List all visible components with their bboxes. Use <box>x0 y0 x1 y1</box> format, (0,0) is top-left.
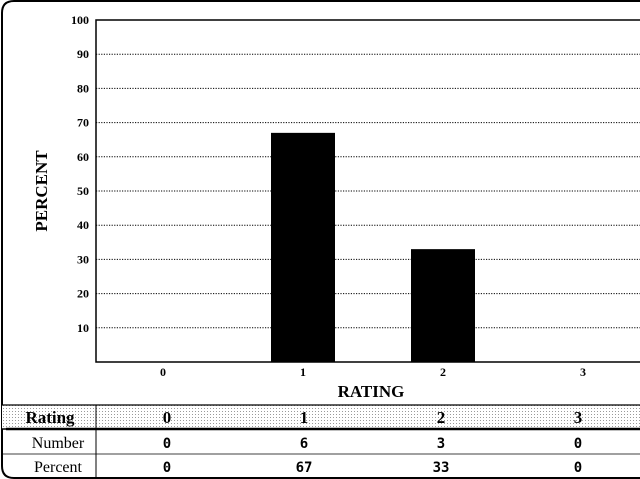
y-tick-label: 30 <box>77 252 89 266</box>
table-cell: 0 <box>163 460 171 476</box>
y-tick-label: 100 <box>71 13 89 27</box>
data-table: Rating 0 1 2 3 Number 0 6 3 0 Percent 0 … <box>2 404 640 478</box>
table-header-band <box>2 405 640 429</box>
y-tick-label: 50 <box>77 184 89 198</box>
y-tick-label: 90 <box>77 47 89 61</box>
table-cell: 0 <box>574 436 582 452</box>
x-tick-label: 0 <box>160 365 166 379</box>
x-tick-label: 2 <box>440 365 446 379</box>
y-tick-label: 10 <box>77 321 89 335</box>
table-row-label-percent: Percent <box>34 459 83 476</box>
table-cell: 0 <box>163 436 171 452</box>
table-header-cell: 3 <box>574 408 583 427</box>
y-axis-title: PERCENT <box>32 150 51 232</box>
table-cell: 3 <box>437 436 445 452</box>
y-tick-label: 60 <box>77 150 89 164</box>
table-header-cell: 2 <box>437 408 446 427</box>
bar <box>411 249 475 362</box>
table-header-label: Rating <box>25 408 75 427</box>
x-tick-labels: 0 1 2 3 <box>160 365 586 379</box>
bar <box>271 132 335 362</box>
y-tick-label: 70 <box>77 116 89 130</box>
x-tick-label: 3 <box>580 365 586 379</box>
table-cell: 67 <box>296 460 313 476</box>
y-tick-labels: 10 20 30 40 50 60 70 80 90 100 <box>71 13 89 335</box>
plot-area-frame <box>95 19 640 363</box>
gridlines <box>96 53 640 329</box>
table-cell: 6 <box>300 436 308 452</box>
x-tick-label: 1 <box>300 365 306 379</box>
table-header-cell: 0 <box>163 408 172 427</box>
bars <box>271 132 475 362</box>
y-tick-label: 80 <box>77 81 89 95</box>
x-axis-title: RATING <box>338 382 405 401</box>
table-cell: 0 <box>574 460 582 476</box>
y-tick-label: 20 <box>77 287 89 301</box>
y-tick-label: 40 <box>77 218 89 232</box>
table-header-cell: 1 <box>300 408 309 427</box>
table-row-label-number: Number <box>32 435 85 452</box>
table-cell: 33 <box>433 460 450 476</box>
